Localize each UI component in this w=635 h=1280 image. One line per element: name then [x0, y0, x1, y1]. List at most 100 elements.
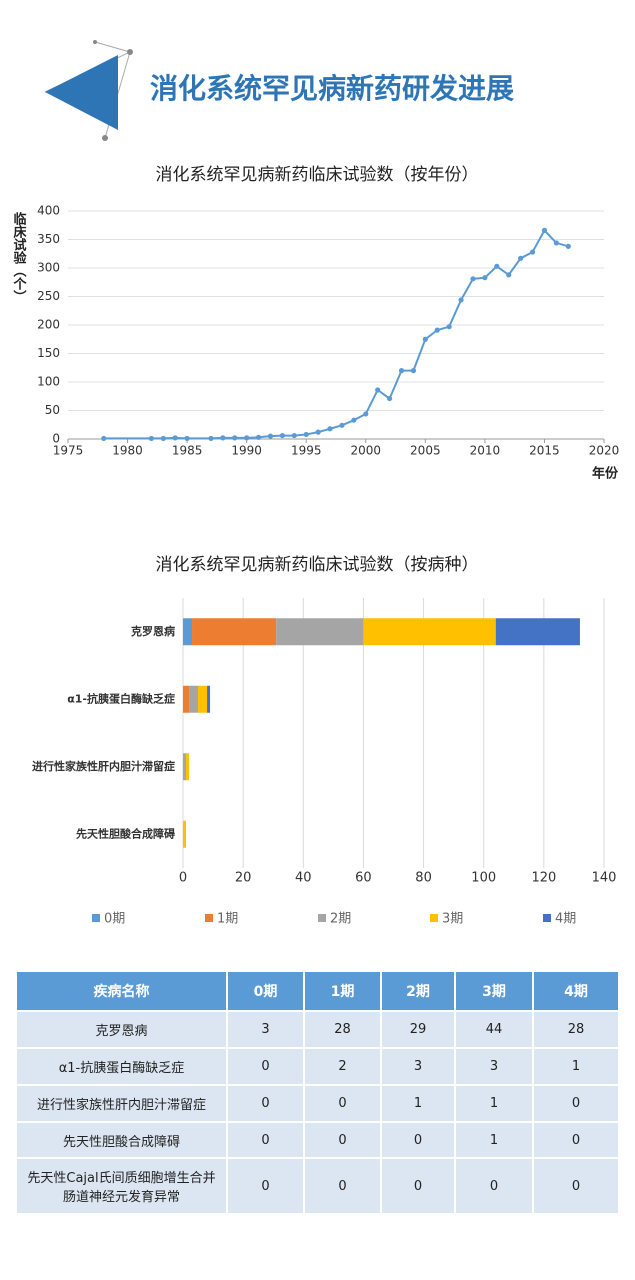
table-cell: 0 — [305, 1123, 380, 1157]
table-cell: 28 — [534, 1012, 618, 1047]
bar-segment — [186, 753, 190, 781]
data-point — [184, 435, 190, 442]
legend-label: 0期 — [104, 912, 125, 927]
legend-label: 4期 — [555, 912, 576, 927]
data-point — [363, 411, 369, 417]
data-point — [339, 422, 345, 428]
data-point — [303, 431, 309, 438]
x-tick-label: 1985 — [172, 444, 203, 458]
data-point — [470, 276, 476, 282]
data-point — [494, 263, 500, 269]
table-cell: 进行性家族性肝内胆汁滞留症 — [17, 1086, 226, 1121]
charts: 消化系统罕见病新药研发进展 消化系统罕见病新药临床试验数（按年份） 临床试验（个… — [11, 40, 620, 927]
table-cell: 0 — [228, 1086, 303, 1121]
y-tick-label: 先天性胆酸合成障碍 — [76, 826, 175, 840]
header-cell: 疾病名称 — [17, 972, 226, 1010]
table-cell: 3 — [456, 1049, 532, 1084]
table-cell: 先天性Cajal氏间质细胞增生合并肠道神经元发育异常 — [17, 1159, 226, 1213]
x-tick-label: 120 — [531, 871, 556, 886]
bar-segment — [363, 618, 496, 646]
x-tick-label: 2010 — [470, 444, 501, 458]
table-cell: 0 — [228, 1049, 303, 1084]
x-tick-label: 1975 — [53, 444, 84, 458]
legend-swatch — [205, 914, 213, 922]
x-axis-label: 年份 — [592, 466, 619, 482]
x-tick-label: 140 — [592, 871, 617, 886]
legend-label: 1期 — [217, 912, 238, 927]
table-cell: α1-抗胰蛋白酶缺乏症 — [17, 1049, 226, 1084]
y-tick-label: 250 — [37, 289, 60, 303]
chart-title: 消化系统罕见病新药临床试验数（按病种） — [156, 555, 479, 575]
data-point — [267, 433, 274, 439]
legend-item: 1期 — [205, 912, 238, 927]
x-tick-label: 2015 — [529, 444, 560, 458]
data-point — [160, 435, 166, 442]
table-cell: 0 — [382, 1159, 454, 1213]
data-point — [172, 435, 178, 441]
data-point — [232, 435, 238, 441]
table-cell: 0 — [534, 1159, 618, 1213]
data-point — [327, 426, 333, 432]
bar-segment — [192, 618, 277, 646]
data-point — [220, 435, 226, 441]
bar-segment — [207, 685, 211, 713]
legend-swatch — [430, 914, 438, 922]
table-cell: 44 — [456, 1012, 532, 1047]
legend-label: 3期 — [442, 912, 463, 927]
table-cell: 1 — [534, 1049, 618, 1084]
y-tick-label: 150 — [37, 346, 60, 360]
page-title: 消化系统罕见病新药研发进展 — [150, 72, 514, 105]
table-cell: 先天性胆酸合成障碍 — [17, 1123, 226, 1157]
data-point — [279, 432, 285, 439]
y-tick-label: 400 — [37, 204, 60, 218]
x-tick-label: 2000 — [351, 444, 382, 458]
table-cell: 2 — [305, 1049, 380, 1084]
table-cell: 0 — [228, 1123, 303, 1157]
data-point — [553, 240, 559, 246]
data-point — [458, 297, 464, 303]
header-cell: 4期 — [534, 972, 618, 1010]
data-point — [148, 435, 154, 442]
y-tick-label: 50 — [45, 403, 60, 417]
x-tick-label: 2020 — [589, 444, 620, 458]
x-tick-label: 100 — [471, 871, 496, 886]
x-tick-label: 40 — [295, 871, 312, 886]
data-point — [422, 336, 428, 342]
table-cell: 1 — [382, 1086, 454, 1121]
data-point — [518, 255, 524, 261]
x-tick-label: 1995 — [291, 444, 322, 458]
data-point — [541, 227, 548, 233]
data-point — [398, 368, 405, 374]
data-point — [565, 243, 571, 249]
table-cell: 0 — [534, 1086, 618, 1121]
table-cell: 0 — [456, 1159, 532, 1213]
y-tick-label: 350 — [37, 232, 60, 246]
data-point — [529, 249, 536, 255]
legend-item: 3期 — [430, 912, 463, 927]
data-point — [351, 417, 357, 423]
data-point — [291, 432, 297, 439]
table-cell: 1 — [456, 1086, 532, 1121]
y-tick-label: 300 — [37, 261, 60, 275]
data-point — [506, 272, 512, 278]
y-tick-label: 200 — [37, 318, 60, 332]
table-cell: 3 — [228, 1012, 303, 1047]
y-tick-label: 克罗恩病 — [131, 624, 175, 638]
bar-segment — [183, 618, 193, 646]
header-decoration — [44, 40, 133, 141]
legend-item: 4期 — [543, 912, 576, 927]
data-table: 疾病名称 0期 1期 2期 3期 4期 克罗恩病 3 28 29 44 28 α1-抗胰蛋白酶缺乏症 0 2… — [17, 972, 618, 1215]
bar-segment — [183, 685, 190, 713]
x-tick-label: 20 — [235, 871, 252, 886]
y-tick-label: 100 — [37, 375, 60, 389]
table-cell: 29 — [382, 1012, 454, 1047]
x-tick-label: 0 — [179, 871, 187, 886]
bar-segment — [495, 618, 580, 646]
legend-swatch — [543, 914, 551, 922]
data-point — [101, 435, 107, 442]
table-row: 先天性Cajal氏间质细胞增生合并肠道神经元发育异常 0 0 0 0 0 — [17, 1159, 618, 1213]
bar-segment — [183, 753, 187, 781]
table-row: 疾病名称 0期 1期 2期 3期 4期 — [17, 972, 618, 1010]
data-point — [208, 435, 214, 442]
